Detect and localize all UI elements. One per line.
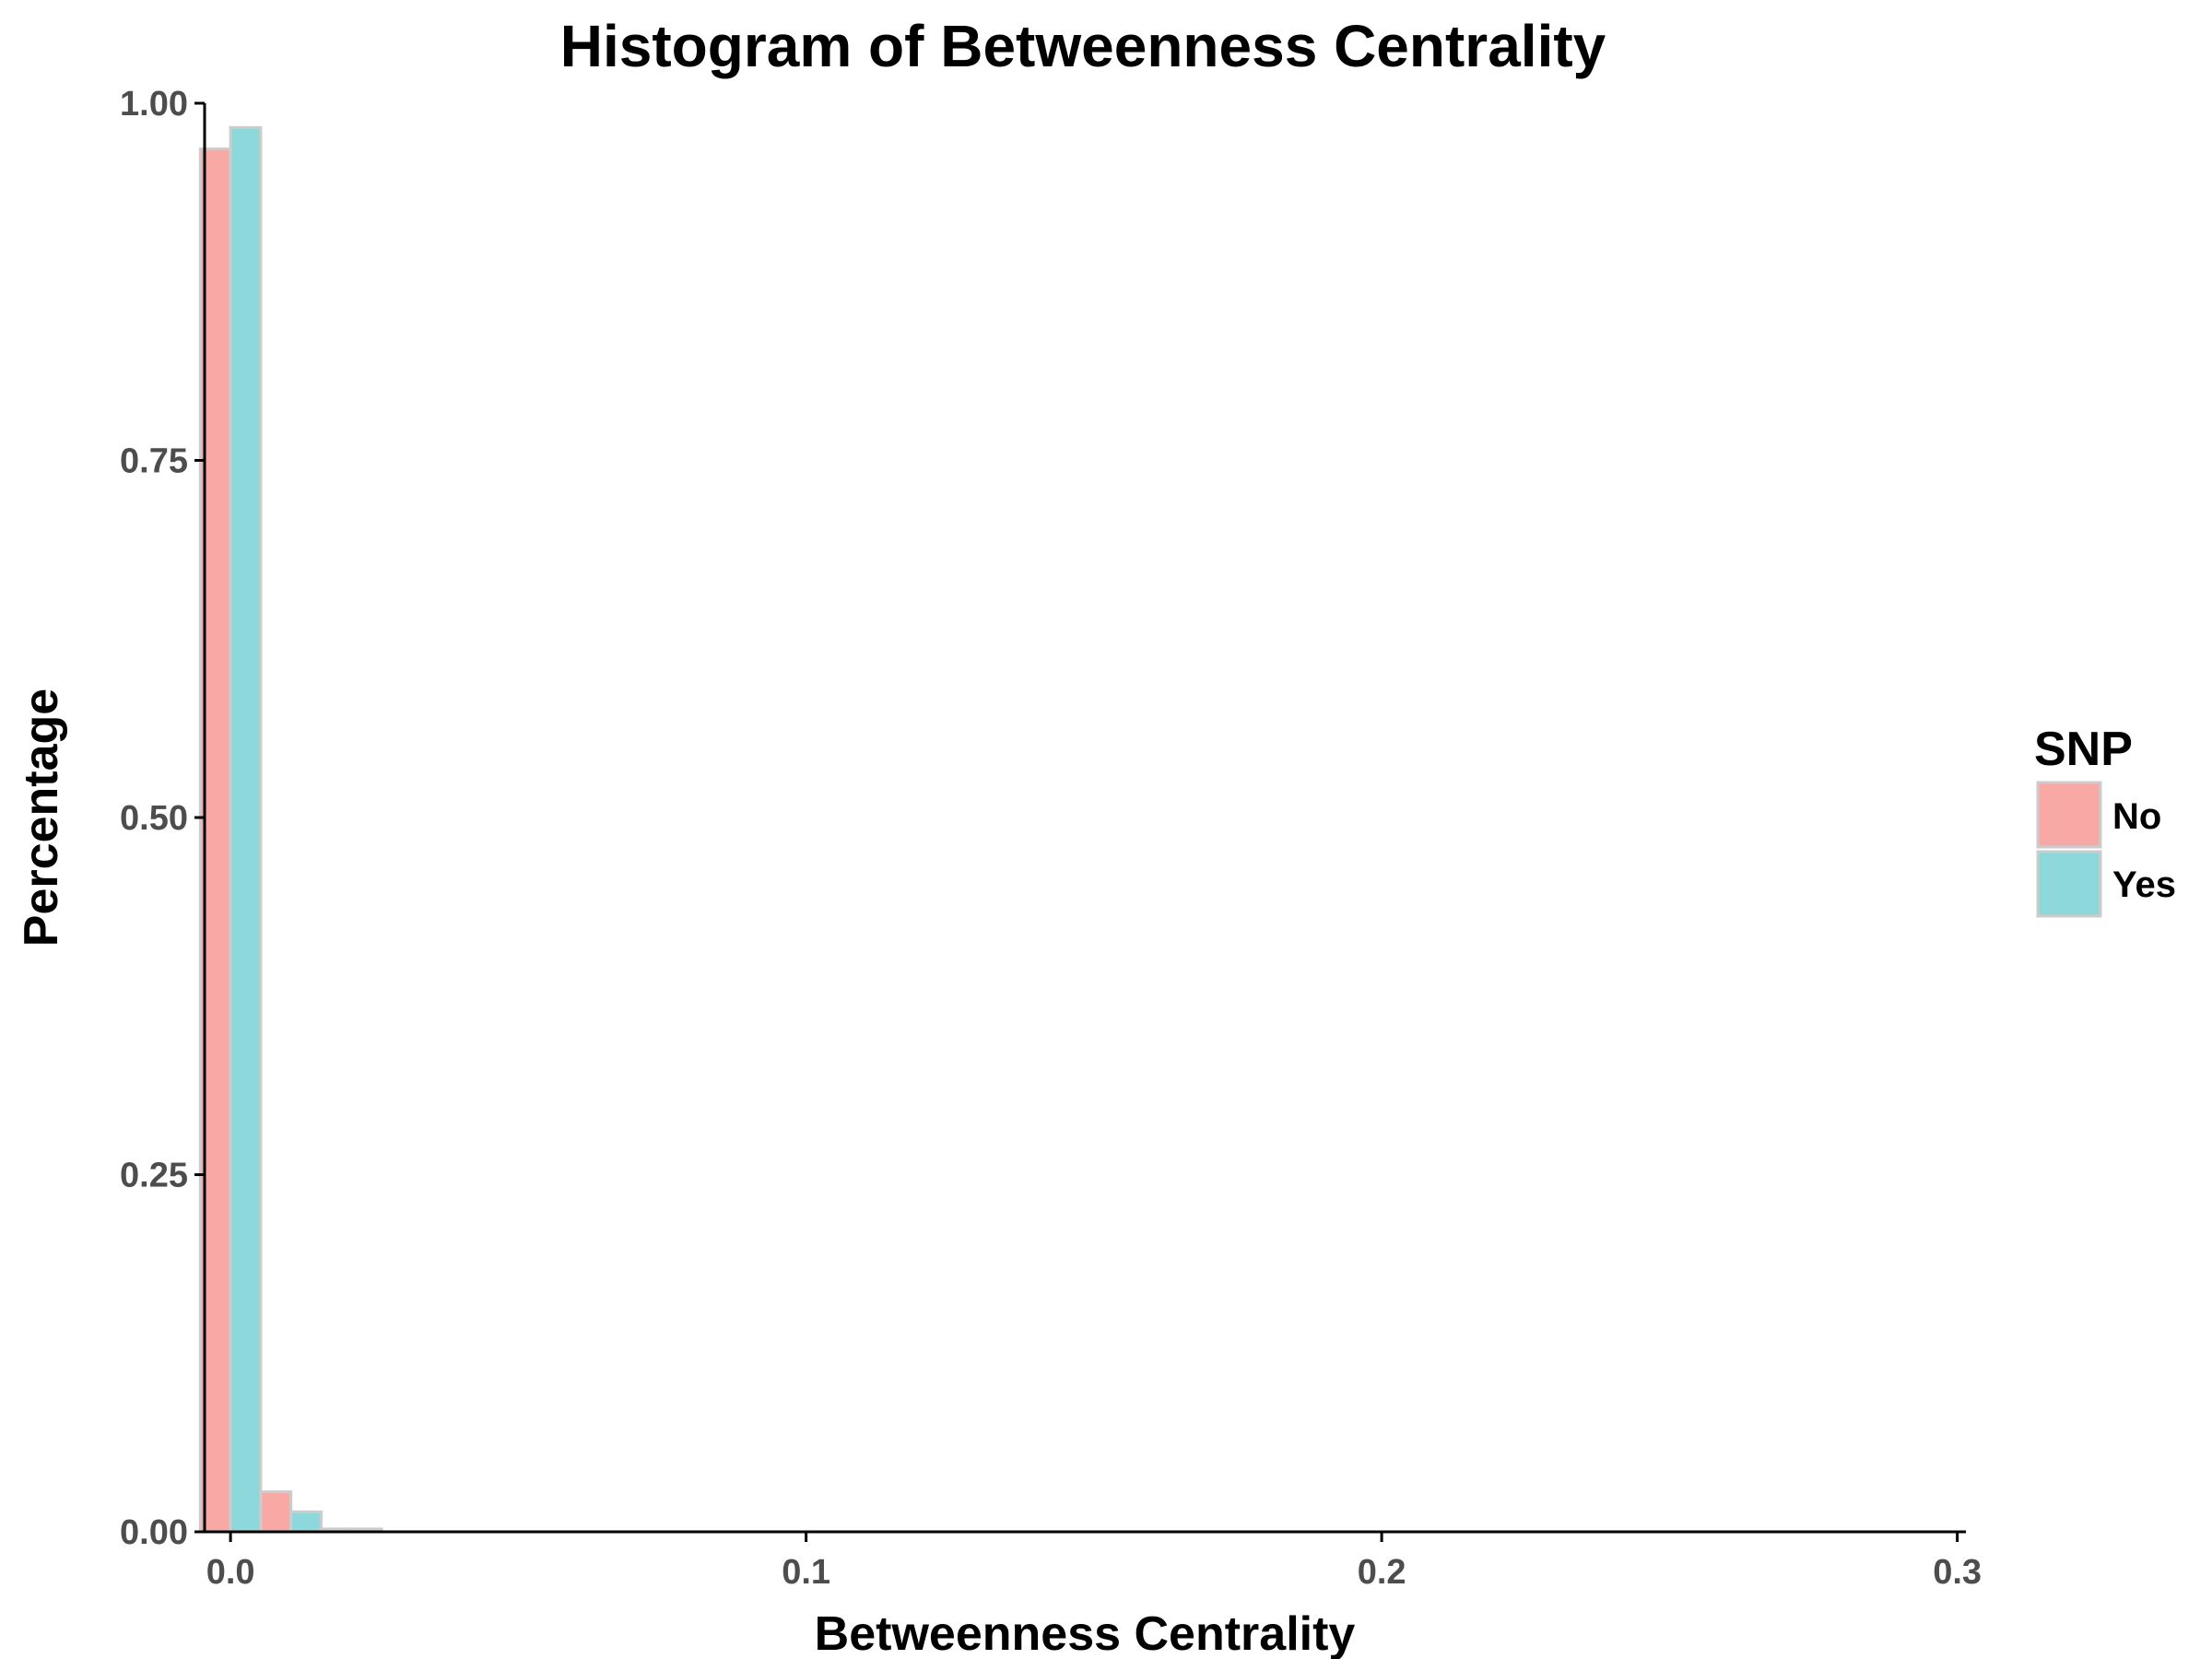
x-axis-title: Betweenness Centrality bbox=[815, 1607, 1356, 1659]
legend-swatch-no bbox=[2036, 781, 2102, 849]
y-tick-label: 0.00 bbox=[120, 1513, 188, 1552]
y-tick-label: 0.75 bbox=[120, 442, 188, 481]
legend: SNP No Yes bbox=[2034, 723, 2176, 918]
bar-no-1 bbox=[259, 1490, 293, 1534]
x-tick-label: 0.0 bbox=[206, 1553, 255, 1592]
y-tick-label: 0.25 bbox=[120, 1157, 188, 1195]
legend-label-yes: Yes bbox=[2112, 865, 2176, 905]
x-tick-label: 0.2 bbox=[1358, 1553, 1406, 1592]
x-tick-label: 0.3 bbox=[1933, 1553, 1982, 1592]
legend-swatch-yes bbox=[2036, 850, 2102, 918]
legend-label-no: No bbox=[2112, 796, 2161, 837]
x-ticks-group: 0.0 0.1 0.2 0.3 bbox=[206, 1532, 1982, 1592]
y-ticks-group: 0.00 0.25 0.50 0.75 1.00 bbox=[120, 85, 205, 1552]
y-axis-title: Percentage bbox=[15, 688, 68, 947]
legend-title: SNP bbox=[2034, 723, 2133, 776]
bars-group bbox=[198, 125, 383, 1534]
y-tick-label: 0.50 bbox=[120, 799, 188, 838]
x-tick-label: 0.1 bbox=[782, 1553, 830, 1592]
bar-yes-0 bbox=[229, 125, 263, 1534]
bar-yes-1 bbox=[289, 1510, 323, 1534]
chart-title: Histogram of Betweenness Centrality bbox=[560, 13, 1606, 79]
y-tick-label: 1.00 bbox=[120, 85, 188, 124]
